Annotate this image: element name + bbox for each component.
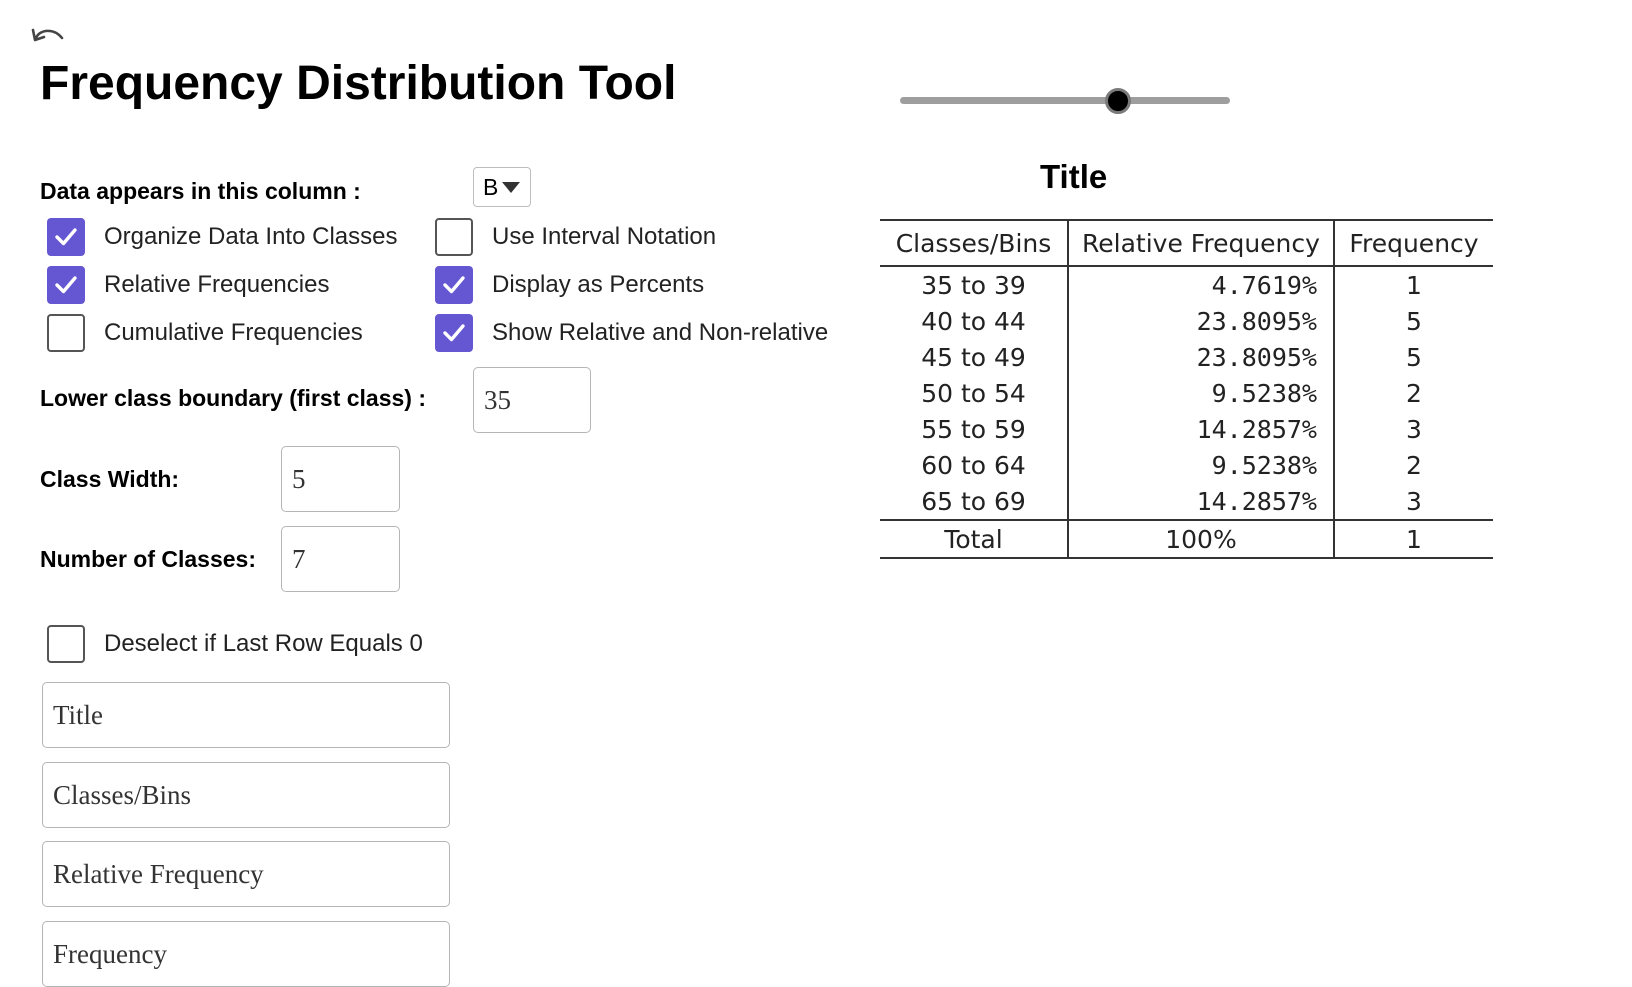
- class-cell: 45 to 49: [880, 339, 1069, 375]
- num-classes-value: 7: [292, 543, 306, 574]
- class-cell: 40 to 44: [880, 303, 1069, 339]
- num-classes-label: Number of Classes:: [40, 546, 257, 572]
- checkmark-icon: [443, 324, 465, 342]
- option-label: Cumulative Frequencies: [104, 319, 363, 346]
- lower-boundary-input[interactable]: 35: [473, 367, 591, 433]
- checkbox[interactable]: [435, 218, 473, 256]
- table-header-row: Classes/Bins Relative Frequency Frequenc…: [880, 219, 1493, 267]
- option-label: Deselect if Last Row Equals 0: [104, 630, 423, 657]
- class-width-value: 5: [292, 463, 306, 494]
- frequency-input-value: Frequency: [53, 938, 167, 969]
- class-cell: 65 to 69: [880, 483, 1069, 520]
- table-row: 50 to 54 9.5238% 2: [880, 375, 1493, 411]
- option-label: Display as Percents: [492, 271, 705, 298]
- undo-icon[interactable]: [30, 24, 66, 48]
- column-dropdown[interactable]: B: [473, 167, 531, 207]
- table-title: Title: [1040, 158, 1108, 195]
- classes-input-value: Classes/Bins: [53, 779, 192, 810]
- option-deselect-last-row[interactable]: Deselect if Last Row Equals 0: [47, 625, 423, 663]
- column-header: Frequency: [1334, 219, 1493, 267]
- frequency-cell: 3: [1406, 486, 1422, 516]
- relative-frequency-cell: 9.5238%: [1068, 375, 1335, 411]
- relative-frequency-cell: 14.2857%: [1068, 483, 1335, 520]
- total-frequency-cell: 1: [1334, 519, 1493, 559]
- frequency-cell: 5: [1406, 342, 1422, 372]
- class-cell: 50 to 54: [880, 375, 1069, 411]
- class-width-label: Class Width:: [40, 466, 180, 492]
- frequency-cell: 1: [1406, 270, 1422, 300]
- frequency-cell: 2: [1406, 450, 1422, 480]
- relative-frequency-cell: 4.7619%: [1068, 266, 1335, 303]
- option-cumulative-frequencies[interactable]: Cumulative Frequencies: [47, 314, 363, 352]
- title-input-value: Title: [53, 699, 104, 730]
- table-row: 65 to 69 14.2857% 3: [880, 483, 1493, 520]
- relative-frequency-input-value: Relative Frequency: [53, 858, 264, 889]
- checkbox[interactable]: [47, 314, 85, 352]
- option-relative-frequencies[interactable]: Relative Frequencies: [47, 266, 329, 304]
- frequency-table: Classes/Bins Relative Frequency Frequenc…: [880, 219, 1493, 559]
- frequency-cell: 2: [1406, 378, 1422, 408]
- option-label: Use Interval Notation: [492, 223, 717, 250]
- checkbox[interactable]: [47, 266, 85, 304]
- column-header: Classes/Bins: [880, 219, 1069, 267]
- checkbox[interactable]: [47, 218, 85, 256]
- checkmark-icon: [443, 276, 465, 294]
- slider-track[interactable]: [900, 97, 1230, 104]
- checkbox[interactable]: [435, 314, 473, 352]
- option-interval-notation[interactable]: Use Interval Notation: [435, 218, 716, 256]
- relative-frequency-cell: 14.2857%: [1068, 411, 1335, 447]
- column-header: Relative Frequency: [1068, 219, 1335, 267]
- page-title: Frequency Distribution Tool: [40, 57, 677, 110]
- slider[interactable]: [900, 88, 1230, 114]
- column-dropdown-value: B: [483, 173, 499, 200]
- num-classes-input[interactable]: 7: [281, 526, 400, 592]
- column-label: Data appears in this column :: [40, 178, 361, 204]
- checkmark-icon: [55, 228, 77, 246]
- frequency-cell: 3: [1406, 414, 1422, 444]
- lower-boundary-label: Lower class boundary (first class) :: [40, 385, 427, 411]
- frequency-input[interactable]: Frequency: [42, 921, 450, 987]
- option-label: Organize Data Into Classes: [104, 223, 398, 250]
- table-row: 55 to 59 14.2857% 3: [880, 411, 1493, 447]
- relative-frequency-cell: 9.5238%: [1068, 447, 1335, 483]
- relative-frequency-cell: 23.8095%: [1068, 303, 1335, 339]
- option-display-percents[interactable]: Display as Percents: [435, 266, 704, 304]
- relative-frequency-input[interactable]: Relative Frequency: [42, 841, 450, 907]
- lower-boundary-value: 35: [484, 384, 511, 415]
- table-row: 45 to 49 23.8095% 5: [880, 339, 1493, 375]
- total-label-cell: Total: [880, 519, 1069, 559]
- slider-thumb[interactable]: [1104, 88, 1131, 114]
- table-row: 60 to 64 9.5238% 2: [880, 447, 1493, 483]
- class-width-input[interactable]: 5: [281, 446, 400, 512]
- class-cell: 60 to 64: [880, 447, 1069, 483]
- table-row: 35 to 39 4.7619% 1: [880, 266, 1493, 303]
- option-show-relative-nonrelative[interactable]: Show Relative and Non-relative: [435, 314, 828, 352]
- relative-frequency-cell: 23.8095%: [1068, 339, 1335, 375]
- option-label: Relative Frequencies: [104, 271, 330, 298]
- total-row: Total 100% 1: [880, 519, 1493, 559]
- checkmark-icon: [55, 276, 77, 294]
- class-cell: 35 to 39: [880, 266, 1069, 303]
- checkbox[interactable]: [47, 625, 85, 663]
- frequency-cell: 5: [1406, 306, 1422, 336]
- option-organize-classes[interactable]: Organize Data Into Classes: [47, 218, 397, 256]
- option-label: Show Relative and Non-relative: [492, 319, 829, 346]
- total-relative-cell: 100%: [1068, 519, 1335, 559]
- title-input[interactable]: Title: [42, 682, 450, 748]
- class-cell: 55 to 59: [880, 411, 1069, 447]
- chevron-down-icon: [502, 181, 521, 193]
- checkbox[interactable]: [435, 266, 473, 304]
- classes-input[interactable]: Classes/Bins: [42, 762, 450, 828]
- table-row: 40 to 44 23.8095% 5: [880, 303, 1493, 339]
